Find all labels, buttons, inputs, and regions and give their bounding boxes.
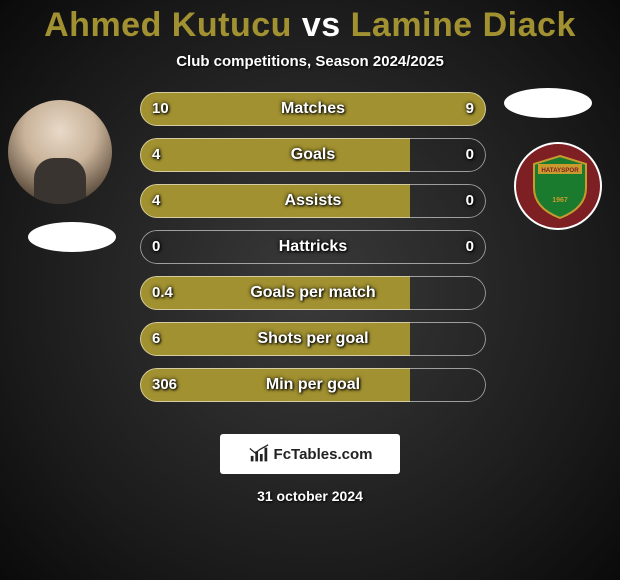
vs-text: vs (302, 6, 341, 44)
player1-flag (28, 222, 116, 252)
infographic: Ahmed Kutucu vs Lamine Diack Club compet… (0, 0, 620, 580)
stat-label: Matches (140, 92, 486, 126)
club-year: 1967 (552, 197, 568, 204)
stat-label: Goals (140, 138, 486, 172)
content: HATAYSPOR 1967 109Matches 40Goals 40Assist… (0, 92, 620, 422)
stat-row: 40Goals (140, 138, 486, 172)
shield-icon: HATAYSPOR 1967 (530, 154, 590, 220)
chart-icon (248, 443, 270, 465)
date: 31 october 2024 (0, 488, 620, 504)
stat-row: 109Matches (140, 92, 486, 126)
subtitle: Club competitions, Season 2024/2025 (0, 53, 620, 70)
club-banner-text: HATAYSPOR (541, 167, 579, 174)
stat-label: Shots per goal (140, 322, 486, 356)
title: Ahmed Kutucu vs Lamine Diack (0, 0, 620, 45)
stat-label: Hattricks (140, 230, 486, 264)
brand-text: FcTables.com (274, 446, 373, 463)
brand-badge: FcTables.com (220, 434, 400, 474)
stat-label: Goals per match (140, 276, 486, 310)
stat-row: 0.4Goals per match (140, 276, 486, 310)
player2-name: Lamine Diack (351, 6, 576, 44)
stat-label: Min per goal (140, 368, 486, 402)
stat-row: 00Hattricks (140, 230, 486, 264)
player1-name: Ahmed Kutucu (44, 6, 292, 44)
stat-bars: 109Matches 40Goals 40Assists 00Hattricks 0.4… (140, 92, 486, 414)
player2-club-logo: HATAYSPOR 1967 (514, 142, 602, 230)
stat-row: 40Assists (140, 184, 486, 218)
stat-row: 6Shots per goal (140, 322, 486, 356)
player2-flag (504, 88, 592, 118)
stat-label: Assists (140, 184, 486, 218)
stat-row: 306Min per goal (140, 368, 486, 402)
player1-avatar (8, 100, 112, 204)
